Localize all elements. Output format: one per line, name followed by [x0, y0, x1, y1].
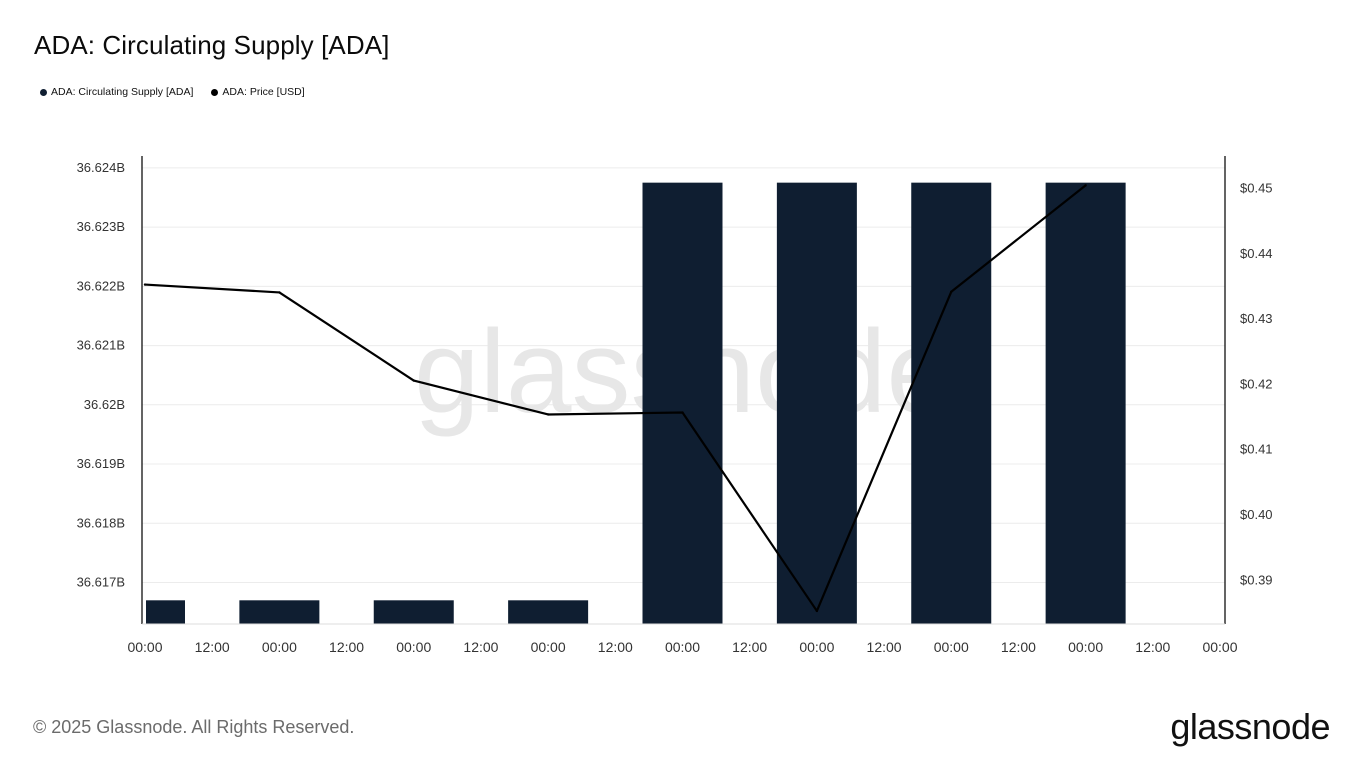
x-tick-label: 00:00 — [262, 639, 297, 655]
supply-bar — [373, 600, 454, 624]
price-point — [278, 291, 281, 294]
chart-axes — [141, 156, 1226, 625]
price-point — [1084, 184, 1087, 187]
x-tick-label: 12:00 — [463, 639, 498, 655]
y-right-tick-label: $0.43 — [1240, 311, 1273, 326]
supply-bars — [146, 182, 1126, 624]
y-right-tick-label: $0.39 — [1240, 572, 1273, 587]
x-tick-label: 00:00 — [531, 639, 566, 655]
x-tick-label: 12:00 — [598, 639, 633, 655]
x-tick-label: 00:00 — [396, 639, 431, 655]
supply-bar — [776, 182, 857, 624]
y-left-tick-label: 36.618B — [77, 515, 125, 530]
x-tick-label: 00:00 — [127, 639, 162, 655]
supply-bar — [1045, 182, 1126, 624]
price-point — [412, 379, 415, 382]
chart-legend: ADA: Circulating Supply [ADA] ADA: Price… — [40, 86, 305, 98]
x-tick-label: 12:00 — [732, 639, 767, 655]
x-tick-label: 00:00 — [665, 639, 700, 655]
price-point — [546, 413, 550, 416]
y-left-tick-label: 36.622B — [77, 278, 125, 293]
y-right-tick-label: $0.41 — [1240, 442, 1273, 457]
y-left-tick-label: 36.619B — [77, 456, 125, 471]
y-left-tick-label: 36.62B — [84, 397, 125, 412]
price-line — [144, 184, 1087, 613]
supply-bar — [239, 600, 320, 624]
legend-dot-price — [211, 88, 219, 96]
footer-copyright: © 2025 Glassnode. All Rights Reserved. — [33, 717, 355, 737]
y-right-tick-label: $0.45 — [1240, 181, 1273, 196]
price-point — [143, 283, 147, 286]
x-tick-label: 12:00 — [195, 639, 230, 655]
supply-bar — [146, 600, 185, 624]
legend-dot-supply — [40, 88, 47, 96]
y-right-tick-label: $0.42 — [1240, 376, 1273, 391]
price-point — [815, 609, 819, 613]
x-tick-label: 12:00 — [329, 639, 364, 655]
legend-item-price[interactable]: ADA: Price [USD] — [211, 86, 305, 98]
y-left-tick-label: 36.617B — [77, 575, 125, 590]
y-left-tick-label: 36.623B — [77, 219, 125, 234]
y-right-tick-label: $0.44 — [1240, 246, 1273, 261]
y-left-tick-label: 36.621B — [77, 338, 125, 353]
x-tick-label: 12:00 — [1135, 639, 1170, 655]
legend-item-supply[interactable]: ADA: Circulating Supply [ADA] — [40, 86, 193, 98]
glassnode-logo[interactable]: glassnode — [1170, 706, 1330, 747]
price-line-group — [143, 184, 1087, 613]
x-tick-label: 00:00 — [1068, 639, 1103, 655]
price-point — [681, 411, 684, 414]
y-left-tick-label: 36.624B — [77, 160, 125, 175]
chart-tick-labels: 36.617B 36.618B 36.619B 36.62B 36.621B 36.622… — [77, 160, 1273, 655]
y-right-tick-label: $0.40 — [1240, 507, 1273, 522]
legend-label-price: ADA: Price [USD] — [222, 86, 305, 98]
x-tick-label: 12:00 — [867, 639, 902, 655]
price-point — [950, 290, 953, 293]
x-tick-label: 12:00 — [1001, 639, 1036, 655]
x-tick-label: 00:00 — [1202, 639, 1237, 655]
x-tick-label: 00:00 — [799, 639, 834, 655]
supply-bar — [642, 182, 723, 624]
legend-label-supply: ADA: Circulating Supply [ADA] — [51, 86, 194, 98]
x-tick-label: 00:00 — [934, 639, 969, 655]
supply-bar — [508, 600, 589, 624]
supply-bar — [911, 182, 992, 624]
chart-title: ADA: Circulating Supply [ADA] — [34, 30, 390, 60]
